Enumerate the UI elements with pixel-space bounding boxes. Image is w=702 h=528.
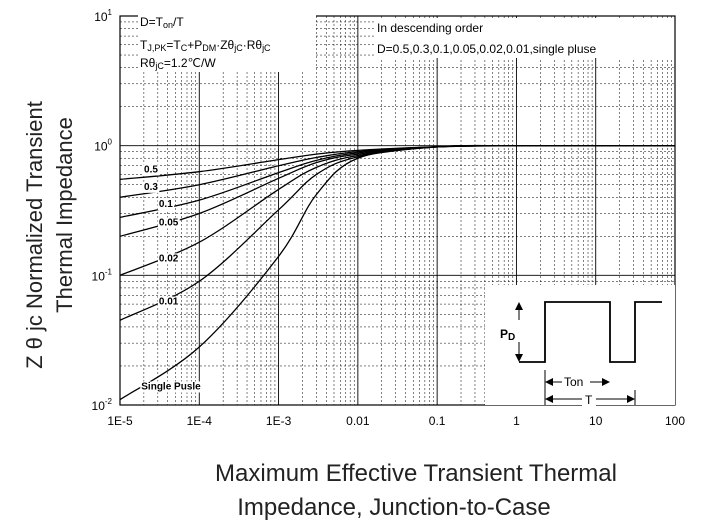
y-tick-label: 100 (94, 138, 112, 154)
curve-label-bg (140, 381, 203, 393)
pulse-inset: PD Ton T (485, 285, 675, 407)
y-tick-label: 10-2 (92, 397, 113, 413)
x-tick-label: 100 (665, 414, 685, 428)
x-tick-label: 1 (513, 414, 520, 428)
curve-label-bg (143, 164, 160, 176)
curve-labels: 0.5 0.30.1 0.05 0.02 0.01 Single Pusle (140, 164, 203, 393)
pd-label: PD (500, 327, 515, 343)
x-tick-label: 1E-4 (187, 414, 213, 428)
curve-label: 0.05 (159, 217, 179, 228)
curve-label: 0.3 (144, 182, 158, 193)
ton-arrow-left (545, 378, 553, 386)
curve-line (119, 144, 676, 218)
note-tj: TJ,PK=TC+PDM·ZθjC·RθjC (140, 38, 271, 53)
curves (119, 144, 676, 401)
curve-label-bg (157, 253, 180, 265)
note-right-bg (374, 18, 674, 58)
curve-label-bg (157, 217, 180, 229)
note-duty: D=Ton/T (140, 15, 184, 30)
pd-arrow-head-top (515, 302, 523, 310)
t-label-bg (582, 391, 596, 406)
y-axis-label-line1: Z θ jc Normalized Transient (22, 101, 47, 369)
note-d-values: D=0.5,0.3,0.1,0.05,0.02,0.01,single plus… (377, 42, 596, 56)
ton-label-bg (562, 374, 590, 389)
curve-label: 0.1 (159, 199, 173, 210)
x-tick-label: 0.01 (346, 414, 370, 428)
x-tick-label: 1E-5 (107, 414, 133, 428)
note-left-bg (138, 12, 316, 72)
x-tick-label: 0.1 (429, 414, 446, 428)
x-axis-label-line2: Impedance, Junction-to-Case (237, 494, 551, 521)
curve-line (119, 144, 676, 276)
curve-label-bg (157, 296, 180, 308)
curve-label-bg (143, 181, 160, 193)
ton-arrow-right (602, 378, 610, 386)
x-tick-label: 10 (589, 414, 603, 428)
t-label: T (585, 393, 593, 407)
t-arrow-right (627, 395, 635, 403)
tick-labels: 1E-5 1E-4 1E-3 0.01 0.1 1 10 100 10-2 10-1 100 101 (92, 8, 686, 428)
x-axis-label-line1: Maximum Effective Transient Thermal (215, 460, 617, 487)
curve-line (119, 144, 676, 237)
pd-label-bg (498, 320, 520, 342)
axes (119, 15, 676, 406)
curve-label: Single Pusle (141, 381, 201, 392)
note-order: In descending order (377, 21, 483, 35)
pd-arrow-head-bottom (515, 354, 523, 362)
curve-label: 0.01 (159, 297, 179, 308)
y-tick-label: 101 (94, 8, 112, 24)
curve-line (119, 144, 676, 401)
curve-label-bg (157, 199, 175, 211)
pulse-waveform (519, 301, 662, 363)
plot-frame (119, 15, 676, 406)
y-axis-label-line2: Thermal Impedance (52, 117, 77, 313)
ton-label: Ton (564, 375, 583, 389)
y-tick-label: 10-1 (92, 267, 113, 283)
curve-label: 0.5 (144, 164, 158, 175)
curve-label: 0.02 (159, 253, 179, 264)
x-tick-label: 1E-3 (266, 414, 292, 428)
t-arrow-left (545, 395, 553, 403)
note-rthjc: RθjC=1.2℃/W (140, 56, 216, 71)
